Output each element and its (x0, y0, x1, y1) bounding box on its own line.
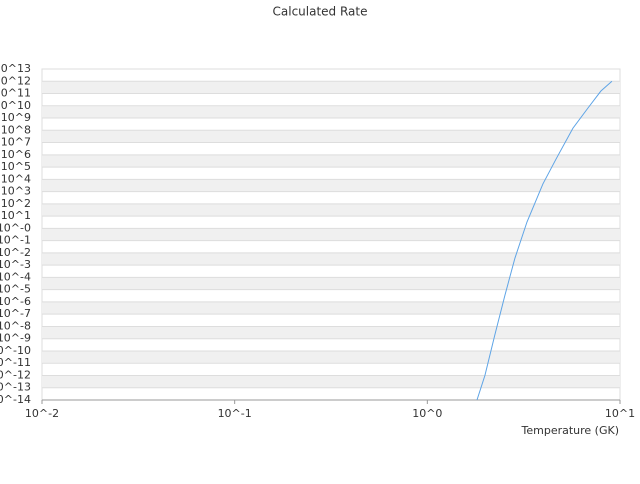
y-tick-label: 10^11 (0, 87, 31, 100)
y-tick-label: 10^13 (0, 62, 31, 75)
x-tick-label: 10^-1 (218, 407, 252, 420)
plot-layer: 10^-1410^-1310^-1210^-1110^-1010^-910^-8… (0, 62, 635, 420)
y-tick-label: 10^-4 (0, 270, 31, 283)
grid-band (42, 375, 620, 388)
data-line (476, 80, 613, 400)
x-tick-label: 10^0 (412, 407, 442, 420)
y-tick-label: 10^7 (1, 136, 31, 149)
y-tick-label: 10^2 (1, 197, 31, 210)
grid-band (42, 277, 620, 290)
y-tick-label: 10^-9 (0, 332, 31, 345)
y-tick-label: 10^10 (0, 99, 31, 112)
grid-band (42, 252, 620, 266)
y-tick-label: 10^12 (0, 74, 31, 87)
x-axis-label: Temperature (GK) (521, 424, 620, 437)
grid-band (42, 326, 620, 339)
x-tick-label: 10^1 (605, 407, 635, 420)
y-tick-label: 10^1 (1, 209, 31, 222)
y-tick-label: 10^-13 (0, 381, 31, 394)
y-tick-label: 10^9 (1, 111, 31, 124)
y-tick-label: 10^-1 (0, 234, 31, 247)
grid-band (42, 105, 620, 119)
grid-band (42, 154, 620, 168)
grid-band (42, 130, 620, 143)
y-tick-label: 10^-8 (0, 319, 31, 332)
y-tick-label: 10^-12 (0, 368, 31, 381)
chart-title: Calculated Rate (273, 5, 368, 19)
y-tick-label: 10^8 (1, 123, 31, 136)
grid-band (42, 203, 620, 217)
y-tick-label: 10^-14 (0, 393, 31, 406)
grid-band (42, 228, 620, 241)
y-tick-label: 10^-7 (0, 307, 31, 320)
grid-band (42, 301, 620, 315)
x-tick-label: 10^-2 (25, 407, 59, 420)
y-tick-label: 10^-2 (0, 246, 31, 259)
y-tick-label: 10^-0 (0, 221, 31, 234)
y-tick-label: 10^-5 (0, 283, 31, 296)
grid-bands (41, 68, 621, 401)
grid-band (42, 350, 620, 364)
grid-band (42, 179, 620, 192)
y-tick-label: 10^-11 (0, 356, 31, 369)
grid-band (42, 81, 620, 94)
y-tick-label: 10^-6 (0, 295, 31, 308)
y-tick-label: 10^6 (1, 148, 31, 161)
y-tick-label: 10^4 (1, 172, 31, 185)
y-tick-label: 10^3 (1, 185, 31, 198)
y-tick-label: 10^5 (1, 160, 31, 173)
y-tick-label: 10^-3 (0, 258, 31, 271)
y-tick-label: 10^-10 (0, 344, 31, 357)
